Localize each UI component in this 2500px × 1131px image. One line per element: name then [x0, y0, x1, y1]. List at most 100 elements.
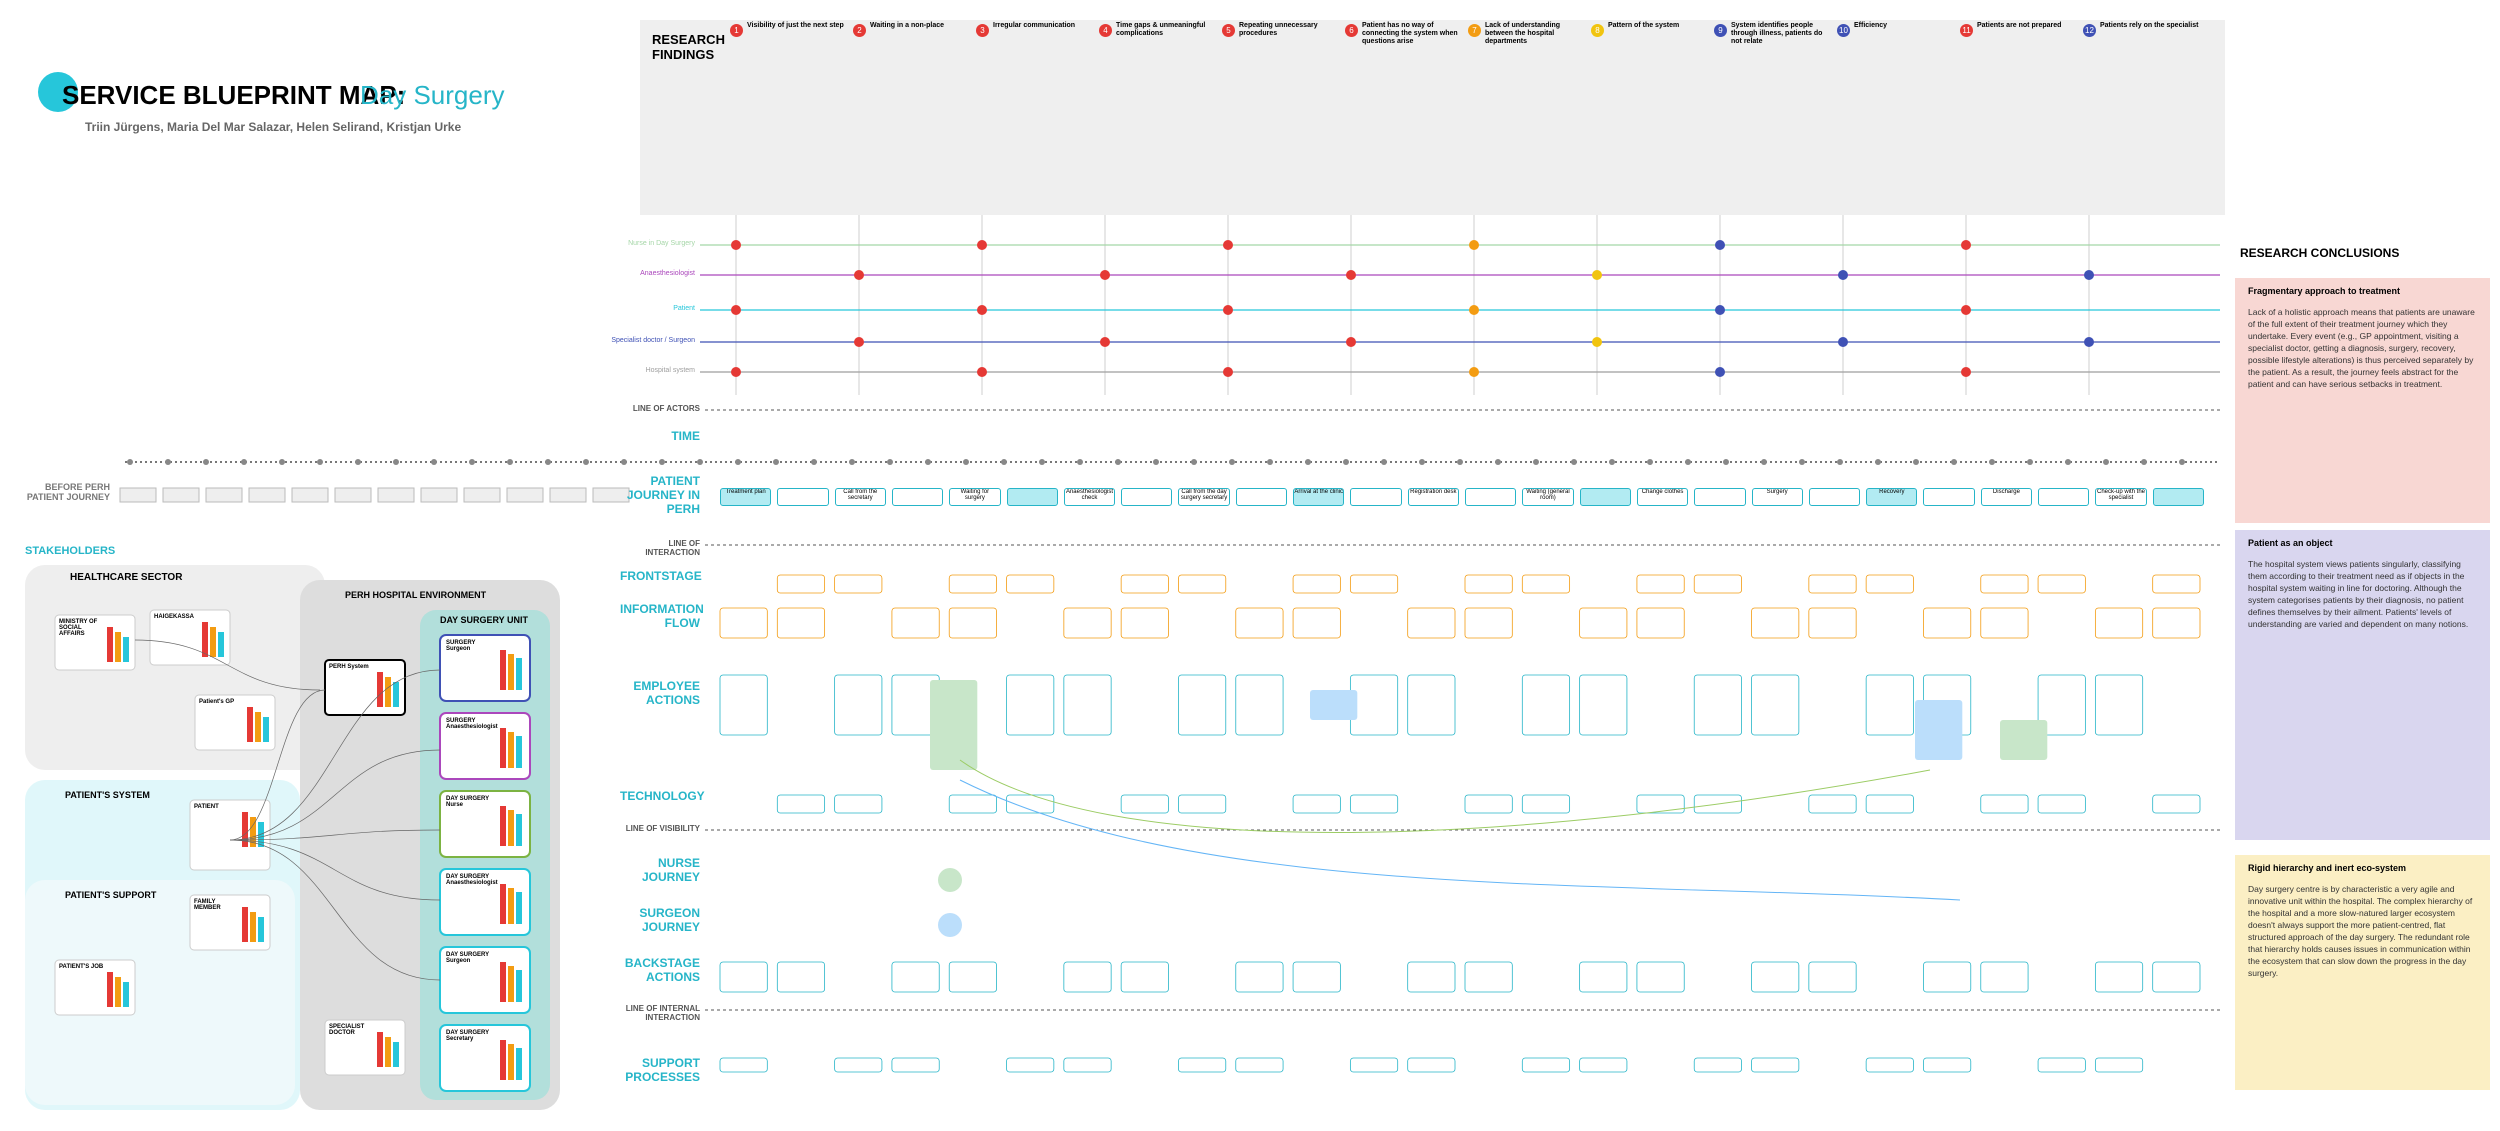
finding-number: 4 [1099, 24, 1112, 37]
conclusion-box [2235, 530, 2490, 840]
surgeon-avatar [938, 913, 962, 937]
blueprint-card [1063, 961, 1112, 993]
journey-step: Call from the secretary [834, 488, 886, 506]
finding-number: 1 [730, 24, 743, 37]
area-label: HEALTHCARE SECTOR [70, 572, 183, 583]
journey-step [1694, 488, 1746, 506]
blueprint-card [1808, 607, 1857, 639]
lane-label: Nurse in Day Surgery [628, 240, 695, 247]
blueprint-card [1693, 574, 1742, 594]
lane-dot [1715, 305, 1725, 315]
time-dot [355, 459, 361, 465]
flow-curve [959, 779, 1961, 901]
blueprint-card [1407, 1057, 1456, 1073]
influence-bar [247, 707, 253, 742]
time-dot [1457, 459, 1463, 465]
unit-card-name: SURGERY Anaesthesiologist [446, 718, 498, 730]
time-dot [1875, 459, 1881, 465]
conclusion-box [2235, 278, 2490, 523]
subtitle: Day Surgery [360, 80, 505, 110]
blueprint-card [1751, 1057, 1800, 1073]
unit-card-name: DAY SURGERY Anaesthesiologist [446, 874, 498, 886]
journey-step: Change clothes [1636, 488, 1689, 506]
journey-step [1350, 488, 1402, 506]
journey-step [1121, 488, 1173, 506]
blueprint-card [1349, 794, 1399, 814]
influence-bar [107, 627, 113, 662]
blueprint-card [1178, 794, 1227, 814]
unit-card [439, 712, 531, 780]
influence-bar [377, 672, 383, 707]
journey-step [1235, 488, 1288, 506]
blueprint-card [776, 794, 826, 814]
influence-bar [516, 892, 522, 924]
time-dot [1533, 459, 1539, 465]
blueprint-card [1808, 961, 1857, 993]
time-dot [469, 459, 475, 465]
time-dot [621, 459, 627, 465]
area-label: PERH HOSPITAL ENVIRONMENT [345, 590, 487, 600]
time-dot [279, 459, 285, 465]
influence-bar [218, 632, 224, 657]
finding-title: Irregular communication [993, 22, 1076, 29]
lane-dot [1223, 240, 1233, 250]
stakeholder-name: PATIENT'S JOB [59, 964, 104, 970]
time-dot [1229, 459, 1235, 465]
journey-step: Surgery [1751, 488, 1803, 506]
blueprint-card [891, 1057, 940, 1073]
blueprint-card [1865, 674, 1914, 736]
unit-card [439, 790, 531, 858]
blueprint-card [1349, 1057, 1399, 1073]
lane-dot [2084, 337, 2094, 347]
conclusion-title: Fragmentary approach to treatment [2248, 286, 2401, 296]
blueprint-card [1923, 1057, 1972, 1073]
time-dot [431, 459, 437, 465]
influence-bar [107, 972, 113, 1007]
blueprint-card [1178, 1057, 1227, 1073]
blueprint-card [1865, 574, 1914, 594]
time-dot [1951, 459, 1957, 465]
blueprint-card [1120, 574, 1169, 594]
unit-card [439, 868, 531, 936]
blueprint-card [1808, 574, 1857, 594]
relation-line [134, 639, 321, 691]
line-label: LINE OF VISIBILITY [625, 824, 700, 833]
time-dot [811, 459, 817, 465]
blueprint-card [1980, 574, 2029, 594]
blueprint-card [2152, 574, 2201, 594]
blueprint-card [1407, 961, 1456, 993]
blueprint-card [948, 574, 997, 594]
finding-title: Patients rely on the specialist [2100, 22, 2199, 29]
finding-number: 8 [1591, 24, 1604, 37]
lane-dot [731, 367, 741, 377]
relation-line [229, 839, 441, 981]
influence-bar [123, 637, 129, 662]
lane-dot [1838, 337, 1848, 347]
blueprint-card [1923, 607, 1972, 639]
blueprint-card [2037, 574, 2086, 594]
time-dot [1039, 459, 1045, 465]
blueprint-card [2037, 794, 2086, 814]
journey-step [1579, 488, 1631, 506]
time-dot [1647, 459, 1653, 465]
blueprint-card [1120, 961, 1169, 993]
unit-card [439, 1024, 531, 1092]
time-dot [1191, 459, 1197, 465]
blueprint-card [1980, 794, 2029, 814]
blueprint-card [1235, 961, 1284, 993]
influence-bar [516, 736, 522, 768]
blueprint-card [719, 961, 768, 993]
before-step [334, 487, 372, 503]
blueprint-card [2037, 1057, 2086, 1073]
time-dot [165, 459, 171, 465]
blueprint-card [1521, 794, 1571, 814]
journey-step [1465, 488, 1517, 506]
influence-bar [250, 912, 256, 942]
lane-dot [1223, 367, 1233, 377]
journey-step [777, 488, 829, 506]
time-dot [1381, 459, 1387, 465]
time-dot [1723, 459, 1729, 465]
finding-number: 6 [1345, 24, 1358, 37]
time-dot [1001, 459, 1007, 465]
blueprint-card [891, 961, 940, 993]
